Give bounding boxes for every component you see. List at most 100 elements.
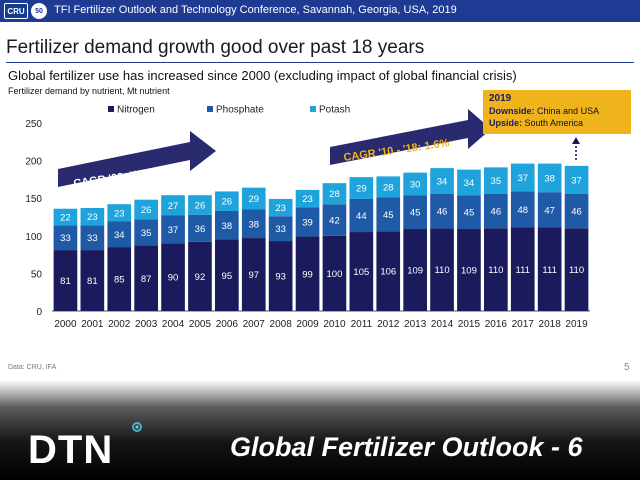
data-label: 110 xyxy=(569,265,584,276)
data-label: 22 xyxy=(60,213,71,224)
legend-layer: Nitrogen Phosphate Potash xyxy=(108,105,350,116)
bar-potash-2010 xyxy=(322,183,347,205)
bar-phosphate-2018 xyxy=(537,192,562,228)
data-label: 38 xyxy=(222,221,233,232)
bars-layer: 81 33 22 81 33 23 85 34 23 87 35 26 90 37 27 92 36 26 95 38… xyxy=(53,163,589,311)
upside-text: South America xyxy=(524,118,584,128)
x-tick-label: 2014 xyxy=(431,319,454,330)
legend-swatch-potash xyxy=(310,106,316,112)
bar-nitrogen-2014 xyxy=(430,228,454,311)
bar-potash-2016 xyxy=(484,167,508,194)
source-note: Data: CRU, IFA xyxy=(8,364,57,371)
data-label: 34 xyxy=(464,178,475,189)
data-label: 46 xyxy=(437,206,448,217)
bar-nitrogen-2011 xyxy=(349,232,374,311)
bar-potash-2013 xyxy=(403,172,427,196)
bar-nitrogen-2012 xyxy=(376,231,401,311)
slide-title: Fertilizer demand growth good over past … xyxy=(6,37,425,58)
x-tick-label: 2016 xyxy=(485,319,508,330)
legend-entry: Nitrogen xyxy=(117,105,155,116)
annotation-arrow xyxy=(330,109,491,165)
bar-nitrogen-2007 xyxy=(241,238,266,311)
bar-potash-2011 xyxy=(349,177,374,199)
bar-potash-2002 xyxy=(107,204,132,222)
bar-phosphate-2015 xyxy=(457,195,481,230)
downside-text: China and USA xyxy=(537,106,600,116)
bar-potash-2001 xyxy=(80,207,105,226)
bar-nitrogen-2017 xyxy=(510,227,535,311)
chart-title: Global fertilizer use has increased sinc… xyxy=(8,68,517,83)
bar-phosphate-2014 xyxy=(430,193,454,229)
data-label: 109 xyxy=(407,266,423,277)
bar-nitrogen-2015 xyxy=(457,229,481,311)
bar-potash-2006 xyxy=(215,191,239,211)
data-label: 93 xyxy=(275,272,286,283)
data-label: 44 xyxy=(356,211,367,222)
footer-title: Global Fertilizer Outlook - 6 xyxy=(230,432,583,462)
conference-title: TFI Fertilizer Outlook and Technology Co… xyxy=(54,4,457,16)
bar-potash-2007 xyxy=(241,187,266,210)
data-label: 26 xyxy=(195,200,206,211)
x-tick-label: 2000 xyxy=(54,319,77,330)
data-label: 28 xyxy=(383,182,394,193)
data-label: 46 xyxy=(491,206,502,217)
bar-nitrogen-2002 xyxy=(107,247,132,311)
annotation-arrow xyxy=(58,131,216,187)
data-label: 111 xyxy=(516,265,530,276)
data-label: 39 xyxy=(302,217,313,228)
data-label: 29 xyxy=(356,184,367,195)
data-label: 46 xyxy=(571,206,582,217)
y-tick-label: 100 xyxy=(25,232,42,243)
bar-potash-2009 xyxy=(295,189,320,208)
bar-nitrogen-2013 xyxy=(403,229,427,311)
bar-potash-2015 xyxy=(457,169,481,196)
data-label: 35 xyxy=(491,176,502,187)
data-label: 110 xyxy=(488,265,503,276)
bar-potash-2008 xyxy=(268,198,293,217)
bar-potash-2000 xyxy=(53,208,78,226)
data-label: 35 xyxy=(141,228,152,239)
y-tick-label: 250 xyxy=(25,119,42,130)
data-label: 36 xyxy=(195,224,206,235)
callout-pointer-arrow xyxy=(572,137,580,160)
data-label: 28 xyxy=(329,189,340,200)
legend-swatch-phosphate xyxy=(207,106,213,112)
bar-phosphate-2007 xyxy=(241,209,266,239)
bar-phosphate-2008 xyxy=(268,216,293,242)
data-label: 111 xyxy=(542,265,556,276)
chart-subtitle: Fertilizer demand by nutrient, Mt nutrie… xyxy=(8,86,170,96)
x-tick-label: 2004 xyxy=(162,319,185,330)
data-label: 97 xyxy=(248,270,259,281)
bar-nitrogen-2000 xyxy=(53,250,78,311)
data-label: 33 xyxy=(60,233,71,244)
bar-nitrogen-2016 xyxy=(484,228,508,311)
cru-logo: CRU xyxy=(4,3,28,19)
data-label: 26 xyxy=(141,205,152,216)
bar-nitrogen-2009 xyxy=(295,236,320,311)
x-tick-label: 2015 xyxy=(458,319,481,330)
page-number: 5 xyxy=(624,362,630,373)
bar-nitrogen-2003 xyxy=(134,245,158,311)
data-label: 45 xyxy=(410,208,421,219)
dtn-logo: DTN xyxy=(28,428,114,472)
x-tick-label: 2012 xyxy=(377,319,400,330)
y-tick-label: 200 xyxy=(25,157,42,168)
x-tick-label: 2001 xyxy=(81,319,104,330)
anniversary-50-logo: 50 xyxy=(31,3,47,19)
bar-nitrogen-2008 xyxy=(268,241,293,311)
y-tick-label: 50 xyxy=(31,269,43,280)
upside-label: Upside: xyxy=(489,118,523,128)
data-label: 27 xyxy=(168,201,179,212)
x-tick-label: 2008 xyxy=(270,319,293,330)
x-tick-label: 2010 xyxy=(323,319,346,330)
data-label: 90 xyxy=(168,273,179,284)
dtn-logo-dot-icon xyxy=(132,422,142,432)
legend-swatch-nitrogen xyxy=(108,106,114,112)
bar-potash-2004 xyxy=(161,195,185,216)
callout-upside: Upside: South America xyxy=(489,117,625,129)
data-label: 26 xyxy=(222,197,233,208)
bar-phosphate-2010 xyxy=(322,204,347,236)
bar-phosphate-2013 xyxy=(403,195,427,230)
bar-nitrogen-2010 xyxy=(322,235,347,311)
callout-year: 2019 xyxy=(489,93,512,104)
